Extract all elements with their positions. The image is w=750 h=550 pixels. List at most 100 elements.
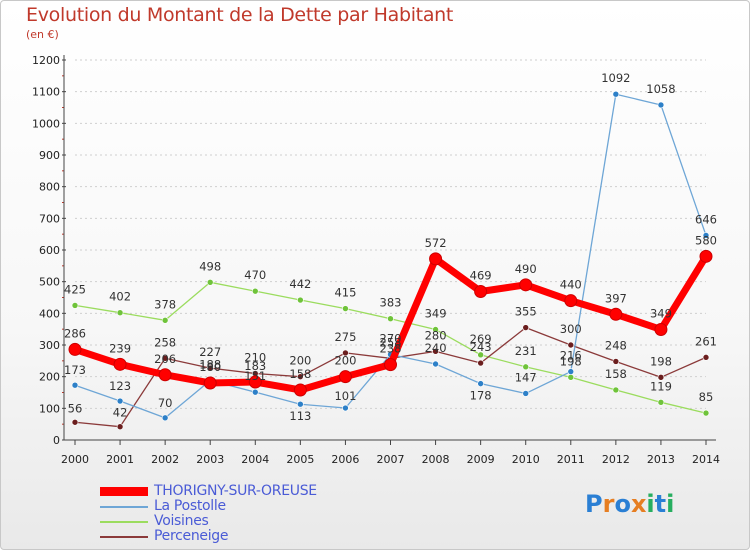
- data-point: [522, 390, 530, 397]
- data-point: [474, 284, 488, 298]
- data-label: 280: [425, 328, 447, 342]
- data-point: [387, 315, 394, 323]
- data-label: 248: [605, 338, 627, 352]
- data-point: [116, 397, 124, 405]
- legend: THORIGNY-SUR-OREUSE La Postolle Voisines…: [100, 484, 317, 544]
- x-tick-label: 2009: [467, 453, 495, 466]
- x-tick-label: 2001: [106, 453, 134, 466]
- data-point: [477, 380, 484, 387]
- data-point: [68, 342, 82, 356]
- data-point: [113, 357, 127, 371]
- legend-swatch-voisines: [100, 520, 148, 523]
- y-tick-label: 200: [39, 371, 60, 384]
- logo-letter: r: [602, 490, 615, 518]
- data-label: 349: [425, 306, 447, 320]
- x-tick-label: 2011: [557, 453, 585, 466]
- data-point: [522, 363, 530, 371]
- x-tick-label: 2008: [422, 453, 450, 466]
- data-label: 198: [560, 354, 582, 368]
- data-label: 70: [158, 396, 173, 410]
- data-label: 286: [64, 326, 86, 340]
- data-point: [612, 358, 620, 365]
- x-tick-label: 2012: [602, 453, 630, 466]
- data-point: [338, 370, 352, 384]
- data-label: 42: [113, 406, 128, 420]
- data-label: 300: [560, 322, 582, 336]
- data-point: [432, 348, 439, 355]
- x-tick-label: 2010: [512, 453, 540, 466]
- y-tick-label: 500: [39, 276, 60, 289]
- data-label: 216: [560, 349, 582, 363]
- data-label: 231: [515, 344, 537, 358]
- logo-letter: t: [654, 490, 667, 518]
- data-point: [567, 373, 575, 381]
- data-point: [251, 287, 259, 295]
- data-label: 415: [334, 286, 356, 300]
- legend-swatch-perceneige: [100, 535, 148, 538]
- proxiti-logo: Proxiti: [585, 490, 674, 518]
- data-point: [116, 309, 124, 317]
- data-point: [248, 375, 262, 389]
- y-tick-label: 1100: [32, 86, 60, 99]
- data-point: [429, 252, 443, 266]
- x-tick-label: 2006: [331, 453, 359, 466]
- legend-label-perceneige: Perceneige: [154, 528, 229, 544]
- data-point: [297, 400, 304, 408]
- data-label: 158: [605, 367, 627, 381]
- data-label: 1058: [646, 82, 675, 96]
- data-label: 240: [425, 341, 447, 355]
- data-point: [342, 349, 349, 357]
- data-label: 173: [64, 363, 86, 377]
- data-point: [657, 101, 665, 109]
- legend-item-thorigny: THORIGNY-SUR-OREUSE: [100, 484, 317, 499]
- data-label: 646: [695, 212, 717, 226]
- data-point: [116, 423, 124, 431]
- data-point: [702, 232, 710, 239]
- y-tick-label: 900: [39, 149, 60, 162]
- logo-letter: o: [614, 490, 631, 518]
- legend-label-la-postolle: La Postolle: [154, 498, 226, 514]
- logo-letter: i: [666, 490, 675, 518]
- data-point: [206, 278, 214, 286]
- data-point: [522, 324, 530, 331]
- y-tick-label: 600: [39, 244, 60, 257]
- x-tick-label: 2000: [61, 453, 89, 466]
- data-point: [609, 307, 623, 321]
- legend-label-voisines: Voisines: [154, 513, 209, 529]
- legend-swatch-thorigny: [100, 487, 148, 496]
- data-point: [203, 376, 217, 390]
- data-label: 378: [154, 297, 176, 311]
- data-label: 270: [380, 332, 402, 346]
- data-point: [71, 381, 79, 389]
- data-label: 572: [425, 236, 447, 250]
- data-point: [297, 373, 304, 380]
- data-point: [564, 294, 578, 308]
- x-tick-label: 2007: [377, 453, 405, 466]
- data-label: 440: [560, 278, 582, 292]
- legend-label-thorigny: THORIGNY-SUR-OREUSE: [154, 483, 317, 499]
- data-label: 188: [199, 357, 221, 371]
- chart-title: Evolution du Montant de la Dette par Hab…: [26, 4, 454, 26]
- data-label: 151: [244, 369, 266, 383]
- data-label: 349: [650, 306, 672, 320]
- y-tick-label: 400: [39, 307, 60, 320]
- data-point: [161, 414, 169, 422]
- data-label: 498: [199, 259, 221, 273]
- data-point: [297, 296, 304, 304]
- data-point: [702, 409, 710, 417]
- data-point: [432, 326, 439, 333]
- data-label: 261: [695, 334, 717, 348]
- data-label: 200: [289, 354, 311, 368]
- data-point: [384, 358, 397, 372]
- data-label: 580: [695, 233, 717, 247]
- data-label: 238: [380, 342, 402, 356]
- data-point: [519, 278, 533, 292]
- x-tick-label: 2005: [286, 453, 314, 466]
- chart-unit: (en €): [26, 28, 59, 41]
- data-point: [293, 383, 307, 397]
- data-label: 425: [64, 282, 86, 296]
- data-label: 258: [380, 335, 402, 349]
- y-tick-label: 1000: [32, 117, 60, 130]
- x-tick-label: 2004: [241, 453, 269, 466]
- data-label: 206: [154, 352, 176, 366]
